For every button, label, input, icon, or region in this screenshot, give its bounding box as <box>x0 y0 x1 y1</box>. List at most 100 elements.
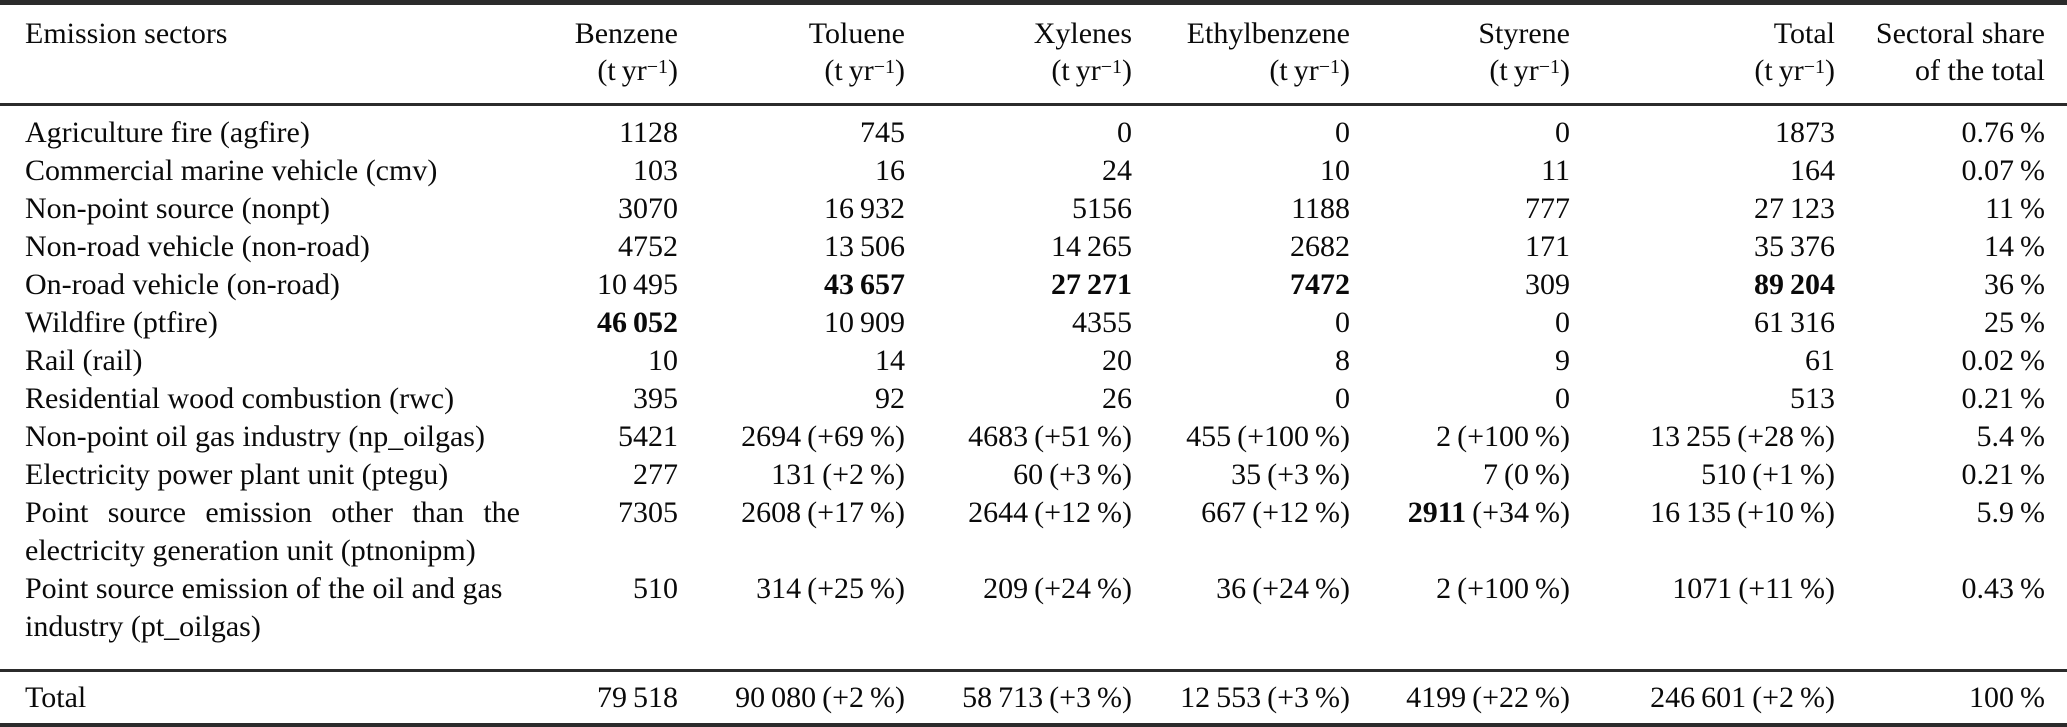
cell-value: 12 553 <box>1180 681 1262 714</box>
cell-ethylbenzene: 1188 <box>1132 190 1350 228</box>
cell-value: 35 <box>1231 458 1262 491</box>
cell-styrene: 2911 (+34 %) <box>1350 494 1570 570</box>
cell-sectoral-share: 0.21 % <box>1835 456 2067 494</box>
cell-toluene: 90 080 (+2 %) <box>678 669 905 727</box>
cell-toluene: 2694 (+69 %) <box>678 418 905 456</box>
cell-xylenes: 0 <box>905 105 1132 153</box>
column-header-label: Styrene <box>1478 17 1570 50</box>
cell-value: 2694 <box>741 420 802 453</box>
cell-xylenes: 58 713 (+3 %) <box>905 669 1132 727</box>
sector-line: Commercial marine vehicle (cmv) <box>25 154 438 187</box>
cell-ethylbenzene: 0 <box>1132 380 1350 418</box>
column-header-label: Ethylbenzene <box>1186 17 1350 50</box>
cell-benzene: 4752 <box>530 228 678 266</box>
cell-annotation: (+51 %) <box>1034 420 1132 453</box>
cell-value: 0 <box>1335 116 1350 149</box>
cell-toluene: 43 657 <box>678 266 905 304</box>
cell-toluene: 314 (+25 %) <box>678 570 905 671</box>
cell-value: 2682 <box>1290 230 1350 263</box>
cell-value: 11 % <box>1985 192 2045 225</box>
cell-value: 16 135 <box>1650 496 1732 529</box>
cell-xylenes: 26 <box>905 380 1132 418</box>
sector-line: Non-point oil gas industry (np_oilgas) <box>25 420 485 453</box>
cell-value: 0 <box>1117 116 1132 149</box>
cell-value: 5.4 % <box>1976 420 2046 453</box>
column-header-unit: (t yr−1) <box>1269 54 1350 87</box>
cell-value: 8 <box>1335 344 1350 377</box>
cell-total: 27 123 <box>1570 190 1835 228</box>
table-header: Emission sectors Benzene (t yr−1) Toluene (… <box>0 2 2067 106</box>
cell-value: 90 080 <box>735 681 817 714</box>
sector-cell: Residential wood combustion (rwc) <box>0 380 530 418</box>
cell-xylenes: 24 <box>905 152 1132 190</box>
cell-value: 25 % <box>1984 306 2045 339</box>
total-label: Total <box>25 681 87 714</box>
cell-value: 14 265 <box>1050 230 1132 263</box>
cell-toluene: 745 <box>678 105 905 153</box>
cell-sectoral-share: 0.21 % <box>1835 380 2067 418</box>
cell-styrene: 7 (0 %) <box>1350 456 1570 494</box>
cell-value: 14 <box>875 344 905 377</box>
cell-value: 513 <box>1790 382 1835 415</box>
cell-xylenes: 2644 (+12 %) <box>905 494 1132 570</box>
column-header-unit: (t yr−1) <box>824 54 905 87</box>
table-row: Point source emission other than the elec… <box>0 494 2067 570</box>
cell-toluene: 10 909 <box>678 304 905 342</box>
cell-annotation: (+24 %) <box>1252 572 1350 605</box>
column-header-label: Emission sectors <box>25 17 228 50</box>
cell-value: 5421 <box>618 420 678 453</box>
cell-annotation: (+100 %) <box>1237 420 1350 453</box>
cell-annotation: (+2 %) <box>1752 681 1835 714</box>
cell-value: 10 <box>1320 154 1350 187</box>
cell-value: 1071 <box>1672 572 1733 605</box>
cell-total: 246 601 (+2 %) <box>1570 669 1835 727</box>
cell-total: 513 <box>1570 380 1835 418</box>
cell-value: 0 <box>1555 306 1570 339</box>
cell-value: 510 <box>1701 458 1747 491</box>
cell-annotation: (+1 %) <box>1752 458 1835 491</box>
cell-annotation: (+12 %) <box>1034 496 1132 529</box>
cell-styrene: 11 <box>1350 152 1570 190</box>
cell-xylenes: 4355 <box>905 304 1132 342</box>
cell-styrene: 2 (+100 %) <box>1350 418 1570 456</box>
cell-value: 58 713 <box>962 681 1044 714</box>
cell-xylenes: 4683 (+51 %) <box>905 418 1132 456</box>
table-footer: Total 79 518 90 080 (+2 %) 58 713 (+3 %) 12… <box>0 669 2067 727</box>
cell-annotation: (+100 %) <box>1457 420 1570 453</box>
cell-styrene: 309 <box>1350 266 1570 304</box>
column-header-label: Toluene <box>808 17 905 50</box>
cell-annotation: (+10 %) <box>1737 496 1835 529</box>
cell-value: 131 <box>771 458 817 491</box>
cell-value: 4752 <box>618 230 678 263</box>
cell-ethylbenzene: 35 (+3 %) <box>1132 456 1350 494</box>
cell-value: 10 909 <box>823 306 905 339</box>
cell-toluene: 16 <box>678 152 905 190</box>
cell-value: 100 % <box>1969 681 2045 714</box>
cell-value: 0 <box>1555 382 1570 415</box>
cell-value: 10 <box>648 344 678 377</box>
sector-cell: Rail (rail) <box>0 342 530 380</box>
cell-annotation: (+22 %) <box>1472 681 1570 714</box>
cell-sectoral-share: 0.02 % <box>1835 342 2067 380</box>
cell-sectoral-share: 0.07 % <box>1835 152 2067 190</box>
cell-total: 89 204 <box>1570 266 1835 304</box>
cell-annotation: (+2 %) <box>822 458 905 491</box>
cell-value: 777 <box>1525 192 1570 225</box>
cell-value: 2 <box>1436 420 1452 453</box>
cell-benzene: 1128 <box>530 105 678 153</box>
total-label-cell: Total <box>0 669 530 727</box>
cell-annotation: (+3 %) <box>1267 458 1350 491</box>
cell-value: 27 123 <box>1753 192 1835 225</box>
cell-xylenes: 60 (+3 %) <box>905 456 1132 494</box>
cell-annotation: (0 %) <box>1504 458 1570 491</box>
cell-xylenes: 20 <box>905 342 1132 380</box>
cell-value: 2 <box>1436 572 1452 605</box>
cell-value: 0.21 % <box>1961 382 2046 415</box>
total-row: Total 79 518 90 080 (+2 %) 58 713 (+3 %) 12… <box>0 669 2067 727</box>
table-row: Non-point oil gas industry (np_oilgas) 54… <box>0 418 2067 456</box>
sector-line: electricity generation unit (ptnonipm) <box>25 534 476 567</box>
table-row: Agriculture fire (agfire) 1128 745 0 0 0 1873 0… <box>0 105 2067 153</box>
column-header-toluene: Toluene (t yr−1) <box>678 2 905 106</box>
cell-toluene: 14 <box>678 342 905 380</box>
cell-styrene: 0 <box>1350 380 1570 418</box>
